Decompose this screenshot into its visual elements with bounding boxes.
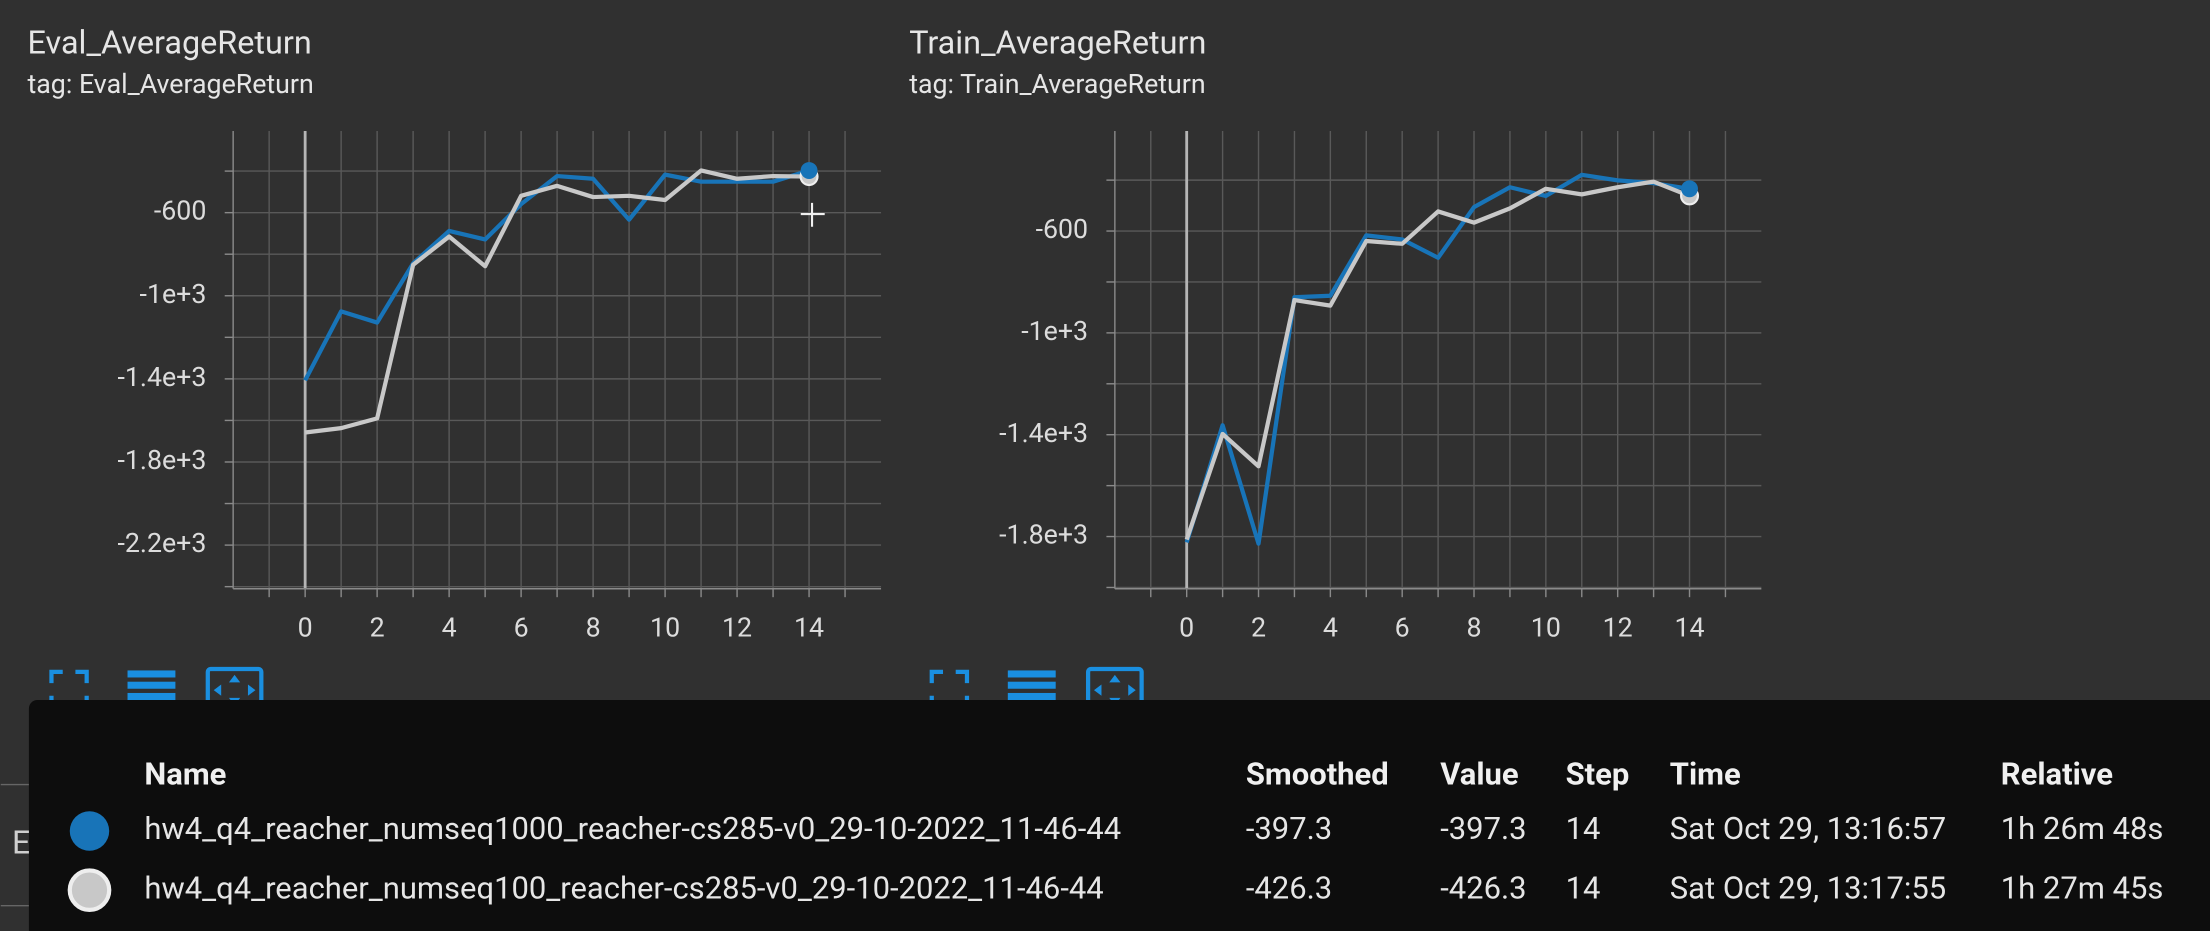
- chart-subtitle: tag: Train_AverageReturn: [909, 68, 1205, 100]
- cell: 1h 26m 48s: [2001, 810, 2164, 847]
- cell: hw4_q4_reacher_numseq100_reacher-cs285-v…: [144, 869, 1103, 906]
- y-tick-label: -600: [154, 195, 207, 227]
- cursor: [800, 202, 825, 227]
- column-header: Step: [1566, 755, 1630, 792]
- x-tick-label: 14: [794, 612, 824, 644]
- chart-title: Eval_AverageReturn: [28, 24, 312, 62]
- x-tick-label: 8: [1466, 612, 1481, 644]
- column-header: Smoothed: [1246, 755, 1389, 792]
- chart: Train_AverageReturn tag: Train_AverageRet…: [909, 24, 1762, 644]
- y-tick-label: -1.4e+3: [117, 361, 206, 393]
- column-header: Value: [1440, 755, 1518, 792]
- x-tick-label: 10: [650, 612, 680, 644]
- chart-title: Train_AverageReturn: [909, 24, 1206, 62]
- x-tick-label: 12: [722, 612, 752, 644]
- y-tick-label: -1.4e+3: [999, 417, 1088, 449]
- cell: Sat Oct 29, 13:16:57: [1670, 810, 1946, 847]
- column-header: Name: [144, 755, 226, 792]
- series-line: [1184, 172, 1690, 546]
- cell: -397.3: [1440, 810, 1526, 847]
- x-tick-label: 12: [1603, 612, 1633, 644]
- cell: hw4_q4_reacher_numseq1000_reacher-cs285-…: [144, 810, 1121, 847]
- y-tick-label: -600: [1036, 213, 1089, 245]
- series-line: [1184, 179, 1691, 541]
- x-tick-label: 4: [1323, 612, 1338, 644]
- x-tick-label: 4: [442, 612, 457, 644]
- hover-dot: [800, 162, 818, 179]
- cell: Sat Oct 29, 13:17:55: [1670, 869, 1946, 906]
- tooltip: [28, 700, 2210, 931]
- y-tick-label: -1.8e+3: [117, 444, 206, 476]
- run-color: [69, 811, 110, 851]
- x-tick-label: 10: [1531, 612, 1561, 644]
- cell: -397.3: [1246, 810, 1332, 847]
- x-tick-label: 6: [514, 612, 529, 644]
- x-tick-label: 14: [1674, 612, 1704, 644]
- x-tick-label: 2: [370, 612, 385, 644]
- tooltip-table: Name Smoothed Value Step Time Relative hw4_q4_…: [67, 755, 2164, 912]
- series-line: [304, 168, 810, 435]
- charts: Eval_AverageReturn tag: Eval_AverageRetur…: [28, 24, 1762, 644]
- y-tick-label: -1e+3: [140, 278, 207, 310]
- hover-dot: [1681, 180, 1698, 198]
- cell: -426.3: [1440, 869, 1526, 906]
- x-tick-label: 2: [1251, 612, 1266, 644]
- fullscreen-button[interactable]: [49, 669, 89, 710]
- y-tick-label: -1e+3: [1021, 315, 1088, 347]
- column-header: Relative: [2001, 755, 2113, 792]
- x-tick-label: 0: [1179, 612, 1194, 644]
- fullscreen-button[interactable]: [929, 669, 970, 710]
- chart: Eval_AverageReturn tag: Eval_AverageRetur…: [28, 24, 882, 644]
- x-tick-label: 6: [1395, 612, 1410, 644]
- y-tick-label: -2.2e+3: [117, 527, 206, 559]
- x-tick-label: 8: [586, 612, 601, 644]
- cell: 14: [1566, 869, 1601, 906]
- cell: -426.3: [1246, 869, 1332, 906]
- run-color: [67, 868, 112, 912]
- x-tick-label: 0: [298, 612, 313, 644]
- cell: 14: [1566, 810, 1601, 847]
- cell: 1h 27m 45s: [2001, 869, 2164, 906]
- column-header: Time: [1670, 755, 1741, 792]
- series-line: [303, 168, 810, 382]
- y-tick-label: -1.8e+3: [999, 519, 1088, 551]
- chart-subtitle: tag: Eval_AverageReturn: [28, 68, 314, 100]
